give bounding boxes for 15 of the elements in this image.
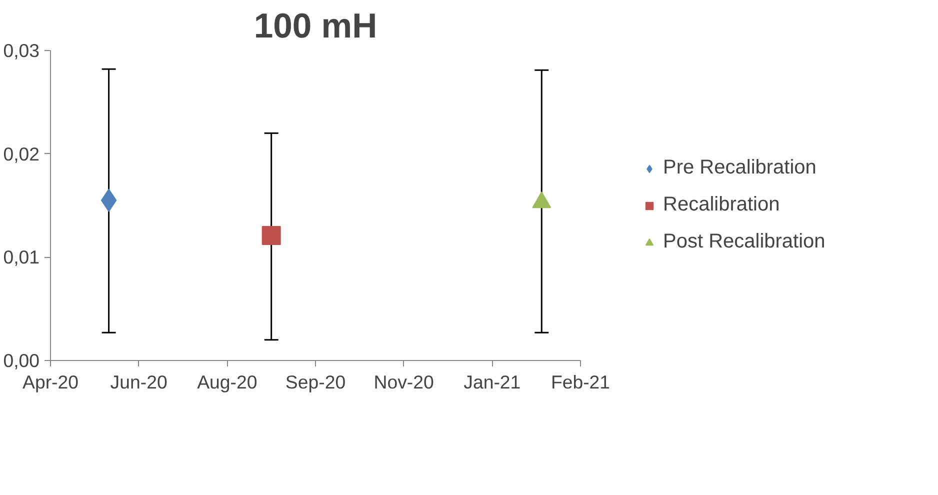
x-tick-label: Jun-20 <box>110 372 168 392</box>
legend-label: Post Recalibration <box>663 230 826 254</box>
x-tick-label: Aug-20 <box>197 372 258 392</box>
legend-label: Recalibration <box>663 194 780 216</box>
x-tick-label: Nov-20 <box>374 372 434 392</box>
y-tick-label: 0,03 <box>3 40 40 61</box>
x-tick-label: Sep-20 <box>285 372 346 392</box>
x-tick-label: Feb-21 <box>550 372 610 392</box>
x-tick-label: Jan-21 <box>464 372 521 392</box>
y-tick-label: 0,00 <box>3 350 40 371</box>
legend-label: Pre Recalibration <box>663 156 816 180</box>
chart-title: 100 mH <box>254 8 378 46</box>
x-tick-label: Apr-20 <box>22 372 78 392</box>
y-tick-label: 0,02 <box>3 143 40 164</box>
y-tick-label: 0,01 <box>3 246 40 268</box>
